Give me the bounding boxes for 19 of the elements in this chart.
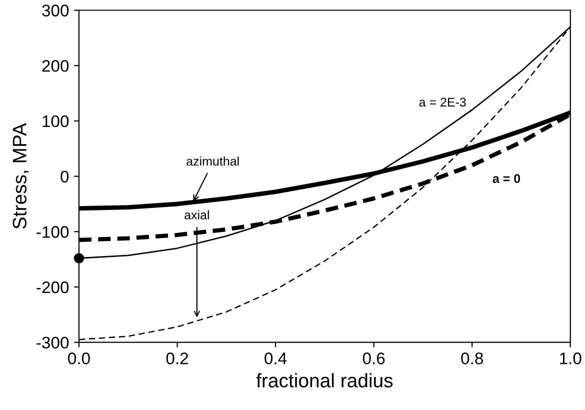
y-tick-label: 0 <box>60 170 69 183</box>
y-tick-label: -200 <box>36 281 69 294</box>
x-axis-title: fractional radius <box>256 373 393 388</box>
x-tick-label: 1.0 <box>560 352 582 364</box>
x-tick-label: 0.2 <box>166 352 188 364</box>
x-tick-label: 0.6 <box>362 352 385 364</box>
x-tick-label: 0.0 <box>68 352 90 364</box>
x-tick-label: 0.8 <box>461 352 483 364</box>
y-tick-label: 300 <box>42 4 69 16</box>
annotation: a = 2E-3 <box>419 98 466 107</box>
y-tick-label: -100 <box>36 226 69 238</box>
y-tick-label: 200 <box>42 60 69 72</box>
x-tick-label: 0.4 <box>264 352 287 364</box>
y-tick-label: 100 <box>42 115 69 128</box>
annotation: axial <box>184 210 209 220</box>
annotation: a = 0 <box>492 174 520 183</box>
y-tick-label: -300 <box>36 336 69 349</box>
annotation: azimuthal <box>186 156 239 166</box>
y-axis-title: Stress, MPA <box>12 123 29 229</box>
